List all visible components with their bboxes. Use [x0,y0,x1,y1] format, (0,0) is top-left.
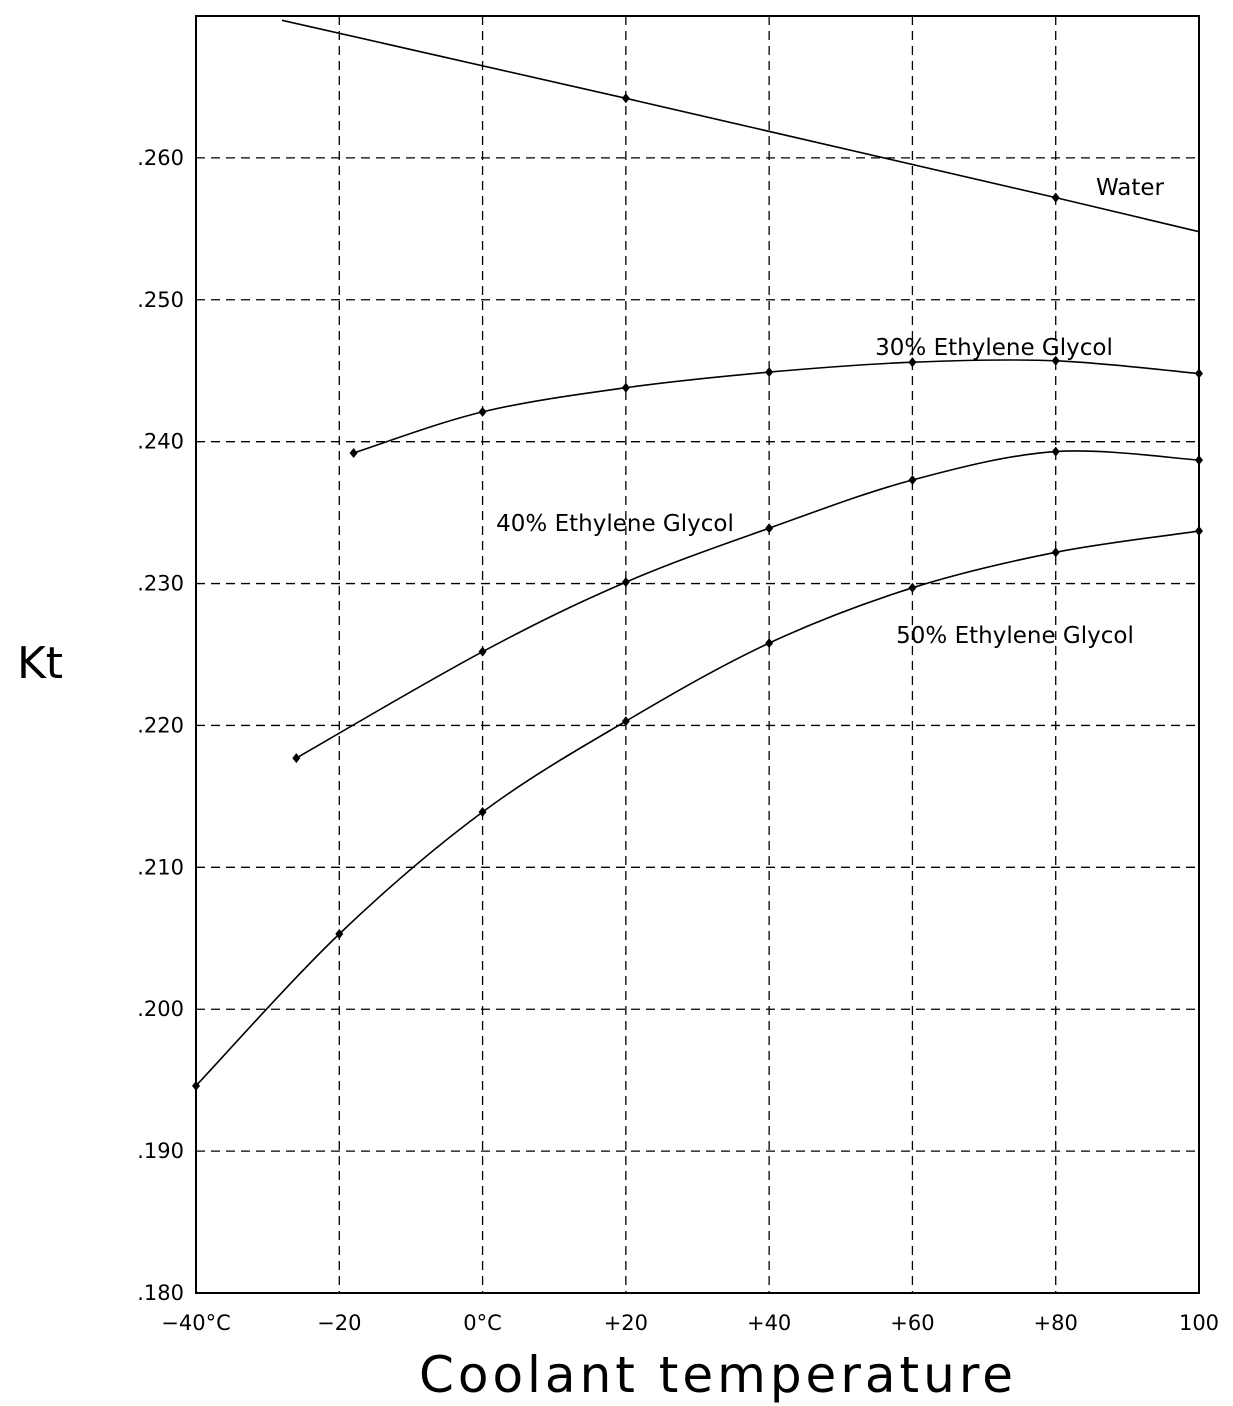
data-point-30-ethylene-glycol [1051,355,1060,366]
x-axis-title: Coolant temperature [419,1346,1017,1404]
y-tick-label: .200 [137,997,184,1021]
series-line-30-ethylene-glycol [353,359,1200,454]
y-tick-label: .250 [137,288,184,312]
series-label-water: Water [1096,175,1165,201]
grid [196,16,1199,1293]
x-tick-label: +20 [604,1311,648,1335]
y-tick-label: .240 [137,430,184,454]
x-tick-label: +40 [747,1311,791,1335]
data-point-water [621,93,630,104]
series-line-water [281,19,1200,233]
data-point-30-ethylene-glycol [1195,368,1203,379]
data-point-50-ethylene-glycol [192,1080,200,1091]
data-point-50-ethylene-glycol [621,716,630,727]
series-label-50-ethylene-glycol: 50% Ethylene Glycol [896,623,1134,649]
x-tick-label: 0°C [463,1311,502,1335]
x-tick-label: +80 [1034,1311,1078,1335]
x-tick-labels: −40°C −20 0°C +20 +40 +60 +80 100 [161,1311,1219,1335]
data-point-40-ethylene-glycol [908,474,917,485]
data-point-40-ethylene-glycol [765,523,774,534]
y-tick-label: .190 [137,1139,184,1163]
x-tick-label: 100 [1179,1311,1219,1335]
series-label-40-ethylene-glycol: 40% Ethylene Glycol [496,511,734,537]
data-point-water [1051,192,1060,203]
x-tick-label: −20 [317,1311,361,1335]
y-tick-label: .230 [137,572,184,596]
x-tick-label: −40°C [161,1311,230,1335]
y-tick-label: .180 [137,1281,184,1305]
data-point-30-ethylene-glycol [349,448,358,459]
data-point-30-ethylene-glycol [908,357,917,368]
series-lines [195,19,1200,1087]
data-point-30-ethylene-glycol [478,406,487,417]
data-point-30-ethylene-glycol [621,382,630,393]
data-point-40-ethylene-glycol [478,646,487,657]
data-point-50-ethylene-glycol [1051,547,1060,558]
data-point-50-ethylene-glycol [908,582,917,593]
data-point-50-ethylene-glycol [1195,526,1203,537]
data-point-50-ethylene-glycol [335,929,344,940]
data-point-30-ethylene-glycol [765,367,774,378]
y-tick-label: .210 [137,855,184,879]
series-line-40-ethylene-glycol [295,450,1200,759]
data-point-50-ethylene-glycol [765,638,774,649]
series-labels: Water 30% Ethylene Glycol 40% Ethylene Gly… [496,175,1164,649]
y-tick-label: .260 [137,146,184,170]
data-point-40-ethylene-glycol [1195,455,1203,466]
data-point-40-ethylene-glycol [1051,446,1060,457]
data-point-40-ethylene-glycol [621,577,630,588]
y-tick-labels: .180 .190 .200 .210 .220 .230 .240 .250 .260 [137,146,184,1305]
x-tick-label: +60 [890,1311,934,1335]
series-markers [192,93,1203,1091]
y-tick-label: .220 [137,713,184,737]
data-point-40-ethylene-glycol [292,753,301,764]
series-label-30-ethylene-glycol: 30% Ethylene Glycol [875,335,1113,361]
series-line-50-ethylene-glycol [195,530,1200,1087]
data-point-50-ethylene-glycol [478,806,487,817]
y-axis-title: Kt [17,638,63,689]
plot-frame [195,15,1200,1294]
